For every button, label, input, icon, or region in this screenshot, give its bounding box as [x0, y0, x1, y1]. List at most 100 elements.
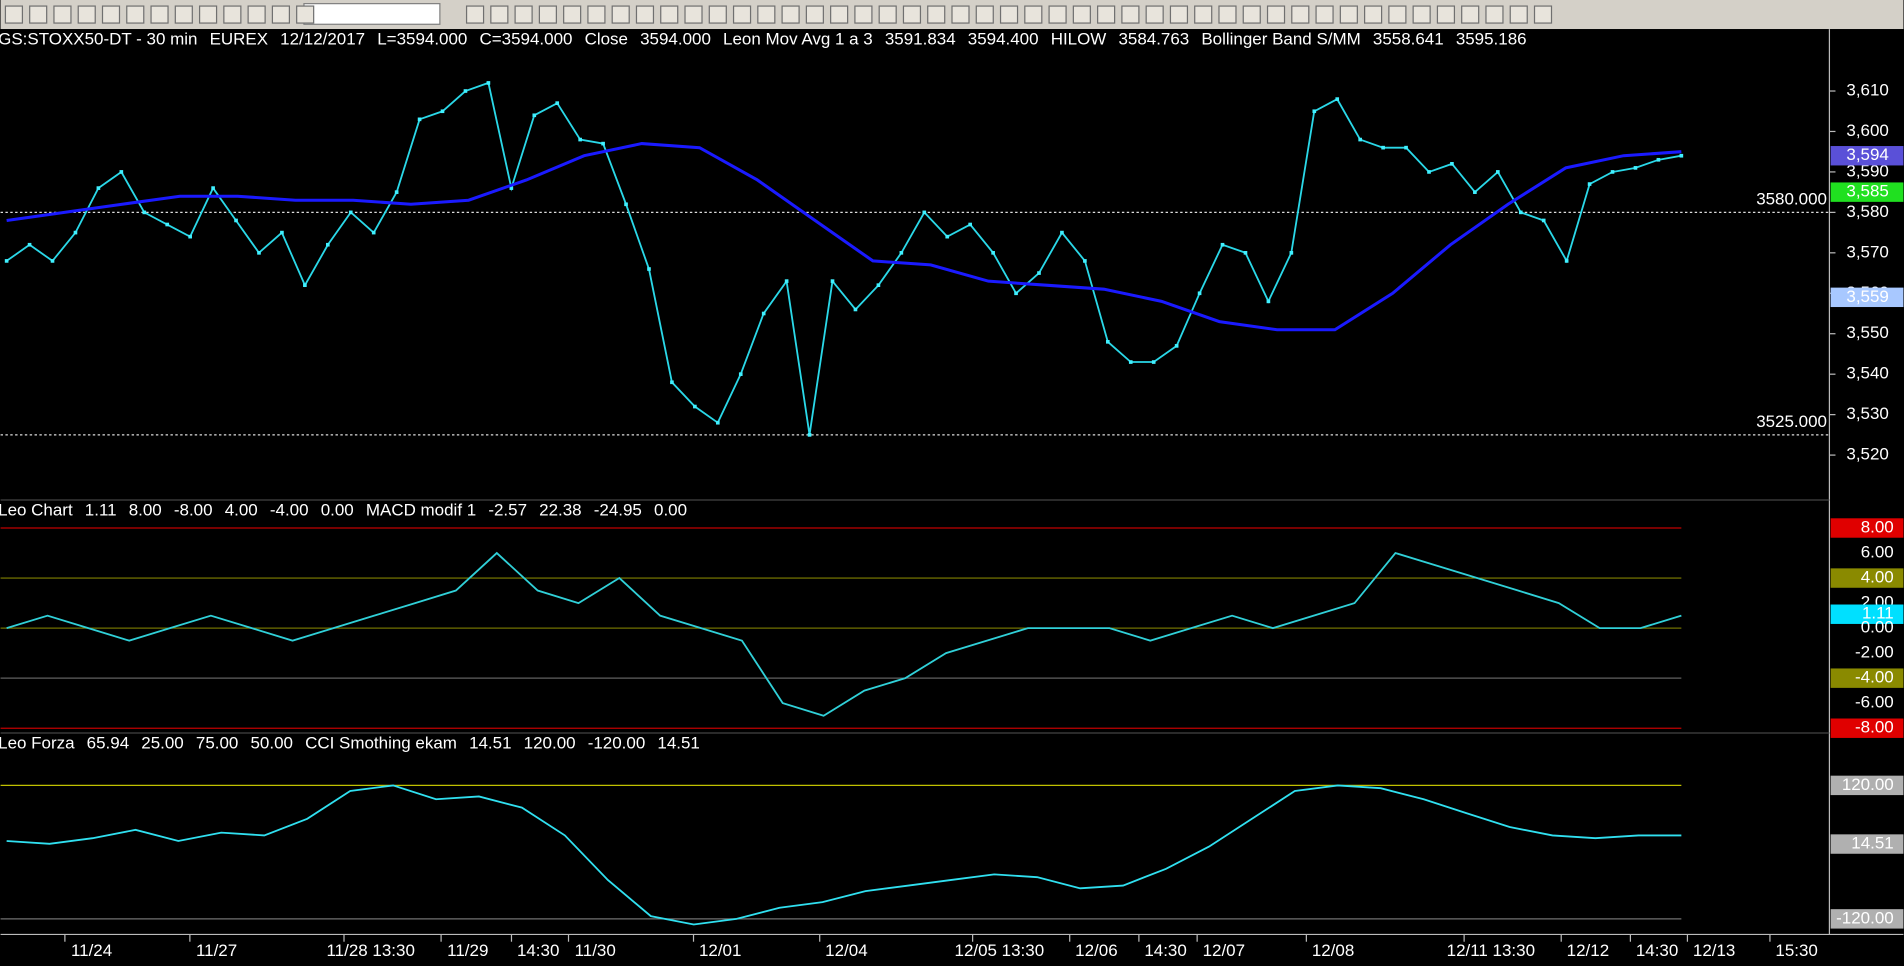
price-point [394, 190, 399, 194]
toolbar-button[interactable] [951, 5, 970, 24]
toolbar-button[interactable] [1072, 5, 1091, 24]
price-point [1656, 157, 1661, 162]
toolbar-button[interactable] [247, 5, 266, 24]
toolbar-button[interactable] [490, 5, 509, 24]
toolbar-button[interactable] [101, 5, 121, 24]
x-tick-label: 12/13 [1693, 941, 1735, 960]
x-tick-label: 12/07 [1203, 941, 1245, 960]
price-point [280, 230, 284, 235]
y-tick-label: 3,570 [1846, 242, 1888, 261]
toolbar-button[interactable] [587, 5, 606, 24]
toolbar-button[interactable] [271, 5, 290, 24]
toolbar-button[interactable] [1509, 5, 1528, 24]
toolbar-button[interactable] [4, 5, 24, 24]
toolbar-button[interactable] [1533, 5, 1553, 24]
toolbar-button[interactable] [1169, 5, 1189, 24]
toolbar-button[interactable] [1364, 5, 1383, 24]
toolbar-button[interactable] [1242, 5, 1261, 24]
price-point [1518, 210, 1523, 215]
legend-item: 25.00 [141, 733, 183, 752]
toolbar-button[interactable] [1218, 5, 1237, 24]
toolbar-button[interactable] [1194, 5, 1213, 24]
price-point [1014, 291, 1018, 296]
toolbar-button[interactable] [1388, 5, 1407, 24]
toolbar-button[interactable] [1291, 5, 1310, 24]
toolbar-button[interactable] [1315, 5, 1334, 24]
price-point [417, 117, 422, 122]
y-tick-label: 3,610 [1846, 81, 1888, 100]
value-box [1830, 718, 1904, 738]
toolbar-button[interactable] [1266, 5, 1286, 24]
toolbar-button[interactable] [708, 5, 727, 24]
price-point [624, 202, 628, 207]
price-point [899, 251, 904, 255]
toolbar-button[interactable] [174, 5, 193, 24]
toolbar-button[interactable] [538, 5, 557, 24]
price-point [188, 234, 192, 239]
legend-item: 4.00 [225, 500, 258, 519]
toolbar-button[interactable] [150, 5, 169, 24]
toolbar-button[interactable] [53, 5, 72, 24]
price-point [165, 222, 170, 227]
toolbar-button[interactable] [1485, 5, 1504, 24]
toolbar-button[interactable] [198, 5, 218, 24]
x-tick-label: 12/05 13:30 [955, 941, 1045, 960]
toolbar-button[interactable] [781, 5, 800, 24]
toolbar-button[interactable] [684, 5, 703, 24]
toolbar-button[interactable] [1097, 5, 1116, 24]
toolbar-button[interactable] [975, 5, 994, 24]
toolbar-button[interactable] [1412, 5, 1431, 24]
toolbar-button[interactable] [830, 5, 849, 24]
legend-item: CCI Smothing ekam [305, 733, 457, 752]
price-point [50, 259, 55, 263]
legend-item: 12/12/2017 [280, 30, 365, 49]
toolbar-button[interactable] [1436, 5, 1456, 24]
toolbar-button[interactable] [29, 5, 48, 24]
value-box-label: 4.00 [1861, 568, 1894, 587]
value-box-label: 8.00 [1861, 517, 1894, 536]
toolbar-button[interactable] [805, 5, 824, 24]
toolbar-button[interactable] [223, 5, 242, 24]
toolbar-button[interactable] [563, 5, 582, 24]
toolbar-button[interactable] [757, 5, 776, 24]
toolbar-button[interactable] [902, 5, 922, 24]
price-point [1312, 109, 1317, 114]
toolbar-button[interactable] [1145, 5, 1164, 24]
price-point [1289, 251, 1294, 255]
price-point [1473, 190, 1477, 194]
toolbar-button[interactable] [514, 5, 533, 24]
toolbar-button[interactable] [465, 5, 485, 24]
x-tick-label: 15:30 [1775, 941, 1817, 960]
toolbar-button[interactable] [1024, 5, 1043, 24]
toolbar-button[interactable] [732, 5, 752, 24]
toolbar-button[interactable] [296, 5, 315, 24]
toolbar-button[interactable] [1048, 5, 1067, 24]
toolbar-button[interactable] [635, 5, 655, 24]
toolbar-button[interactable] [77, 5, 96, 24]
legend-item: GS:STOXX50-DT - 30 min [0, 30, 197, 49]
toolbar-button[interactable] [927, 5, 946, 24]
toolbar-button[interactable] [126, 5, 145, 24]
price-point [1450, 162, 1454, 166]
legend-item: 3584.763 [1118, 30, 1189, 49]
legend-item: Bollinger Band S/MM [1201, 30, 1360, 49]
toolbar-button[interactable] [999, 5, 1019, 24]
toolbar-button[interactable] [854, 5, 873, 24]
price-point [991, 251, 995, 255]
value-box [1830, 287, 1904, 308]
toolbar-button[interactable] [611, 5, 630, 24]
price-point [1243, 251, 1248, 255]
price-point [348, 210, 353, 215]
price-point [1358, 137, 1362, 142]
toolbar-button[interactable] [660, 5, 679, 24]
toolbar-button[interactable] [878, 5, 897, 24]
price-point [1266, 299, 1271, 304]
price-point [1151, 360, 1156, 364]
toolbar-button[interactable] [1339, 5, 1358, 24]
legend-item: 0.00 [654, 500, 687, 519]
price-point [715, 420, 720, 425]
symbol-dropdown[interactable] [303, 3, 441, 25]
toolbar-button[interactable] [1461, 5, 1480, 24]
price-point [1381, 145, 1385, 150]
toolbar-button[interactable] [1121, 5, 1140, 24]
